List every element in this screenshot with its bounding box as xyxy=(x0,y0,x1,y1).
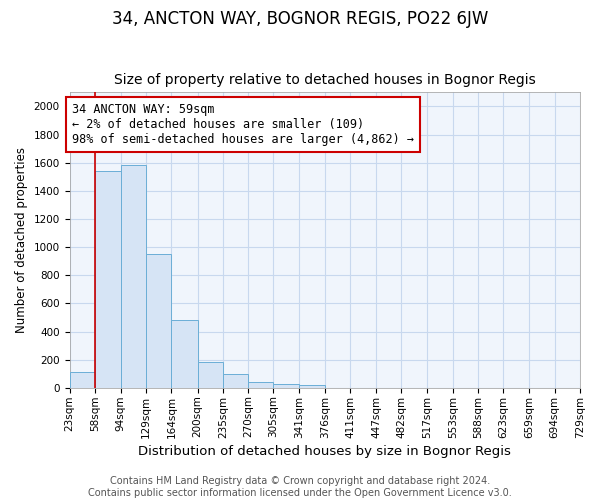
Bar xyxy=(248,382,274,388)
Bar xyxy=(274,384,299,388)
Bar xyxy=(121,166,146,388)
Bar xyxy=(197,362,223,388)
Bar xyxy=(172,320,197,388)
Text: Contains HM Land Registry data © Crown copyright and database right 2024.
Contai: Contains HM Land Registry data © Crown c… xyxy=(88,476,512,498)
Text: 34 ANCTON WAY: 59sqm
← 2% of detached houses are smaller (109)
98% of semi-detac: 34 ANCTON WAY: 59sqm ← 2% of detached ho… xyxy=(71,102,413,146)
Bar xyxy=(223,374,248,388)
Text: 34, ANCTON WAY, BOGNOR REGIS, PO22 6JW: 34, ANCTON WAY, BOGNOR REGIS, PO22 6JW xyxy=(112,10,488,28)
Bar xyxy=(299,385,325,388)
X-axis label: Distribution of detached houses by size in Bognor Regis: Distribution of detached houses by size … xyxy=(139,444,511,458)
Bar xyxy=(70,372,95,388)
Title: Size of property relative to detached houses in Bognor Regis: Size of property relative to detached ho… xyxy=(114,73,536,87)
Y-axis label: Number of detached properties: Number of detached properties xyxy=(15,147,28,333)
Bar xyxy=(95,171,121,388)
Bar xyxy=(146,254,172,388)
